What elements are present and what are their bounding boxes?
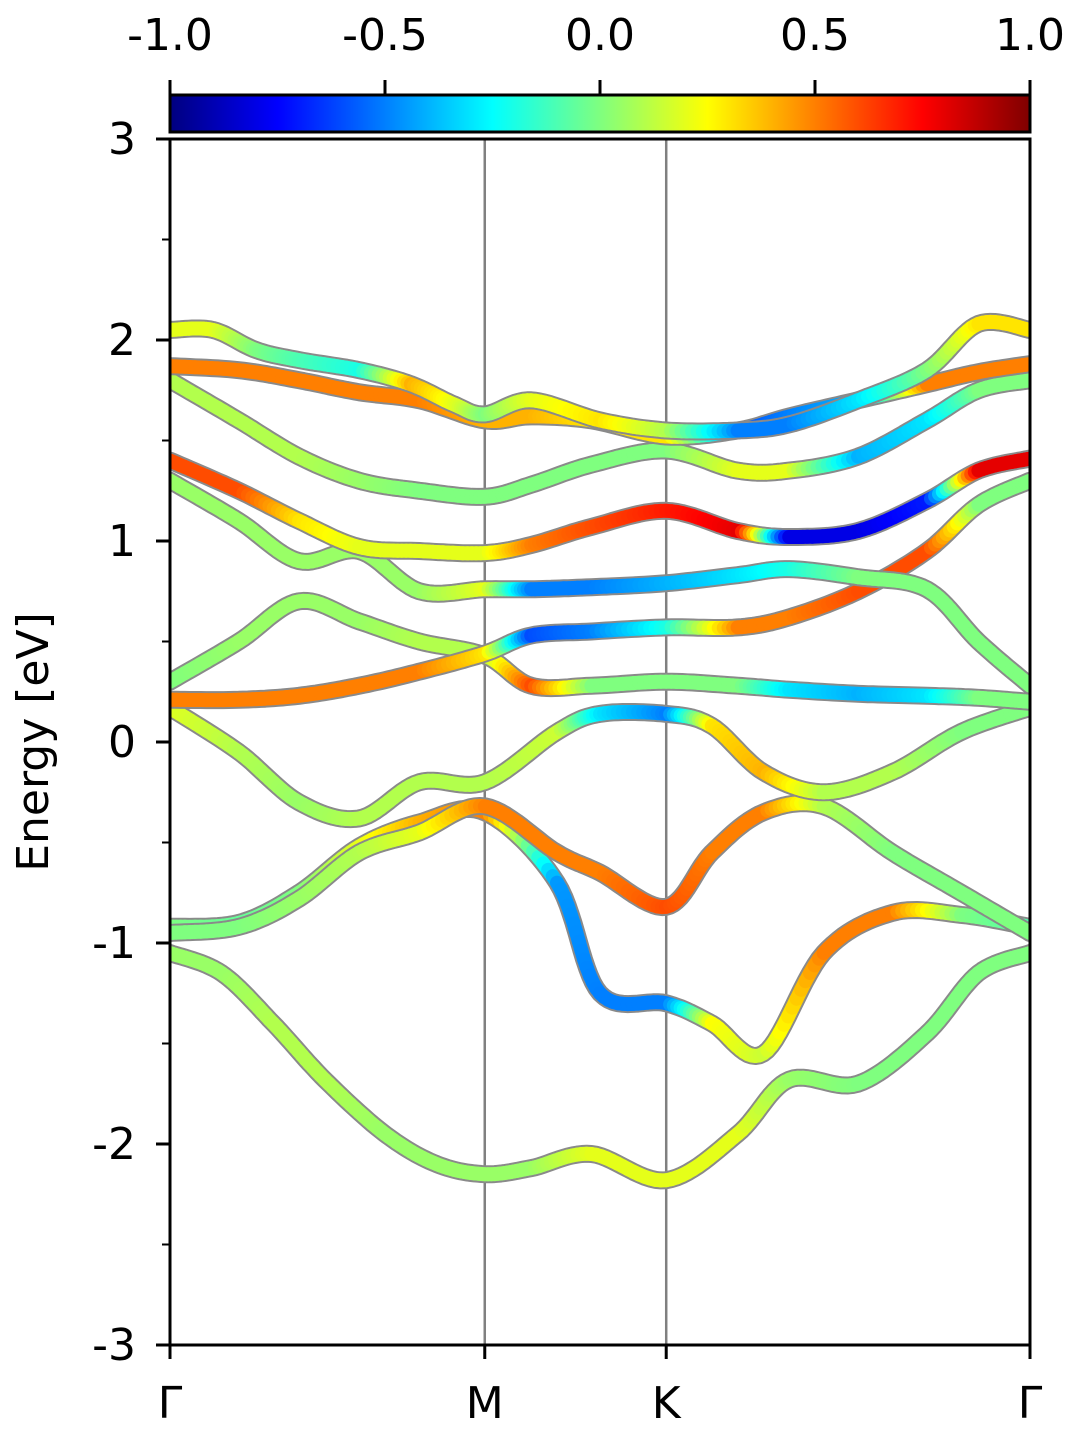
y-tick-label: -2: [92, 1119, 136, 1170]
colorbar-tick-label: 0.0: [565, 10, 635, 61]
band-5: [170, 591, 1030, 711]
k-path-lines: [483, 139, 668, 1345]
band-series: [170, 312, 1030, 1190]
y-tick-label: -3: [92, 1320, 136, 1371]
k-point-label: Γ: [158, 1378, 183, 1429]
y-tick-label: 2: [108, 315, 136, 366]
colorbar-tick-label: -1.0: [127, 10, 213, 61]
colorbar-tick-label: 1.0: [995, 10, 1065, 61]
band-3: [170, 794, 1030, 942]
k-point-label: K: [652, 1378, 682, 1429]
plot-frame: [170, 139, 1030, 1345]
band-6: [170, 471, 1030, 710]
y-tick-label: 1: [108, 516, 136, 567]
colorbar-gradient: [168, 93, 1032, 134]
k-point-label: M: [466, 1378, 504, 1429]
y-tick-label: 3: [108, 114, 136, 165]
band-7: [170, 471, 1030, 695]
k-point-label: Γ: [1018, 1378, 1043, 1429]
colorbar-tick-label: -0.5: [342, 10, 428, 61]
colorbar-tick-label: 0.5: [780, 10, 850, 61]
y-axis-label: Energy [eV]: [8, 612, 59, 872]
y-axis: -3 -2 -1 0 1 2 3: [92, 114, 170, 1371]
colorbar: -1.0 -0.5 0.0 0.5 1.0: [127, 10, 1065, 134]
plot-area: -3 -2 -1 0 1 2 3 Γ M K Γ: [92, 114, 1043, 1429]
y-tick-label: -1: [92, 918, 136, 969]
colorbar-ticks: -1.0 -0.5 0.0 0.5 1.0: [127, 10, 1065, 95]
y-tick-label: 0: [108, 717, 136, 768]
band-1: [170, 944, 1030, 1190]
band-8: [170, 449, 1030, 563]
